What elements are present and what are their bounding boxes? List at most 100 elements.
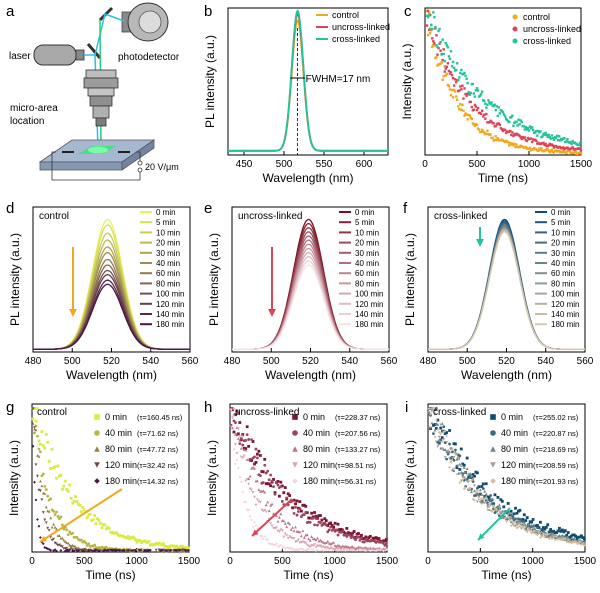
data-point — [173, 545, 177, 549]
data-point — [488, 121, 491, 124]
data-point — [487, 99, 490, 102]
data-point — [250, 488, 253, 492]
data-point — [321, 549, 325, 553]
data-point — [514, 133, 517, 137]
data-point — [524, 145, 528, 149]
x-axis-label: Wavelength (nm) — [461, 368, 552, 382]
data-point — [50, 525, 54, 529]
data-point — [311, 515, 315, 519]
data-point — [451, 450, 454, 454]
data-point — [84, 541, 88, 545]
data-point — [126, 548, 130, 552]
data-point — [448, 88, 452, 91]
data-point — [355, 532, 359, 536]
data-point — [351, 545, 355, 549]
data-point — [531, 527, 535, 531]
data-point — [530, 126, 534, 129]
data-point — [244, 448, 248, 452]
data-point — [43, 492, 47, 495]
legend-label: 30 min — [355, 249, 379, 258]
data-point — [547, 144, 550, 147]
data-point — [449, 456, 453, 460]
data-point — [526, 126, 530, 130]
data-point — [382, 549, 385, 553]
data-point — [434, 418, 438, 422]
data-point — [447, 69, 451, 73]
data-point — [162, 542, 165, 546]
data-point — [147, 540, 151, 543]
data-point — [37, 488, 41, 492]
data-point — [304, 504, 308, 508]
data-point — [244, 500, 248, 504]
data-point — [236, 427, 240, 431]
data-point — [557, 135, 561, 138]
y-axis-label: PL intensity (a.u.) — [8, 233, 22, 326]
data-point — [448, 429, 451, 432]
legend-label: 120 min — [501, 460, 533, 470]
legend-label: 120 min — [105, 460, 137, 470]
data-point — [236, 432, 240, 436]
data-point — [514, 520, 517, 524]
data-point — [234, 462, 237, 466]
panel-label-i: i — [405, 399, 408, 416]
data-point — [476, 89, 480, 92]
data-point — [509, 516, 513, 520]
data-point — [238, 435, 242, 439]
data-point — [280, 500, 284, 503]
chart-panel-f: 480 500 520 540 560 Wavelength (nm) PL intensi… — [403, 206, 594, 382]
data-point — [555, 535, 558, 539]
data-point — [263, 490, 267, 494]
data-point — [432, 432, 435, 436]
legend-tau: (τ=56.31 ns) — [335, 477, 377, 486]
data-point — [506, 502, 510, 505]
data-point — [160, 548, 164, 552]
data-point — [427, 411, 431, 414]
data-point — [548, 136, 551, 139]
data-point — [578, 535, 582, 539]
spectrum-line — [428, 231, 585, 350]
data-point — [244, 447, 248, 451]
y-axis-label: PL intensity (a.u.) — [203, 35, 217, 128]
data-point — [343, 532, 347, 535]
x-tick-label: 540 — [142, 356, 159, 367]
data-point — [472, 92, 476, 95]
data-point — [517, 520, 520, 523]
legend-label: 0 min — [156, 208, 176, 217]
data-point — [115, 548, 118, 552]
plot-frame — [31, 403, 190, 553]
data-point — [239, 455, 243, 459]
data-point — [357, 535, 360, 539]
data-point — [465, 113, 468, 116]
data-point — [565, 140, 568, 143]
data-point — [159, 542, 162, 546]
plot-frame — [229, 403, 388, 553]
data-point — [498, 112, 502, 115]
data-point — [447, 55, 451, 58]
data-point — [256, 456, 259, 460]
data-point — [235, 433, 239, 437]
data-point — [471, 473, 475, 476]
data-point — [559, 145, 562, 149]
data-point — [448, 450, 451, 454]
data-point — [122, 549, 126, 552]
data-point — [103, 523, 107, 527]
data-point — [552, 529, 555, 533]
data-point — [68, 483, 72, 487]
data-point — [365, 549, 369, 553]
data-point — [483, 113, 486, 116]
data-point — [234, 413, 237, 417]
data-point — [53, 541, 57, 545]
data-point — [443, 59, 446, 63]
data-point — [524, 519, 528, 522]
data-point — [247, 444, 251, 448]
data-point — [99, 521, 102, 525]
data-point — [278, 515, 281, 519]
data-point — [304, 510, 308, 514]
data-point — [72, 544, 76, 548]
legend-tau: (τ=71.62 ns) — [137, 429, 179, 438]
data-point — [273, 527, 277, 530]
data-point — [511, 522, 514, 526]
data-point — [546, 135, 549, 139]
x-axis-label: Time (ns) — [481, 568, 531, 582]
legend-marker — [512, 14, 518, 20]
